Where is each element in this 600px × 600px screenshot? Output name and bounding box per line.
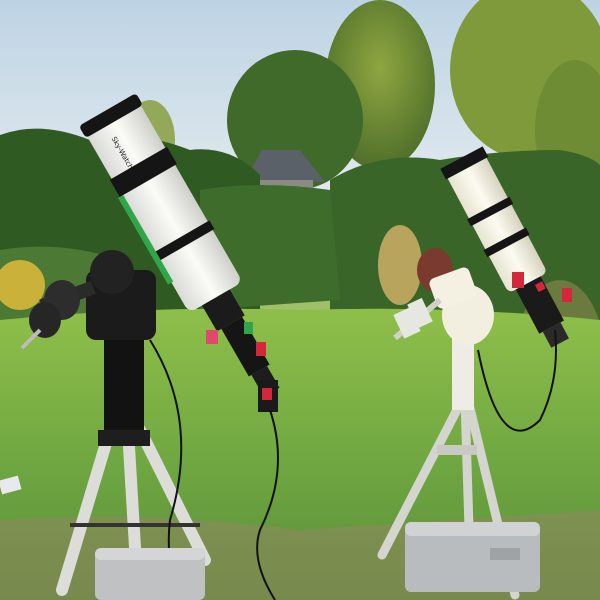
tripod-tray bbox=[437, 445, 477, 455]
red-accent-right-2 bbox=[562, 288, 572, 302]
red-accent-right bbox=[512, 272, 524, 288]
cable-right bbox=[477, 329, 557, 432]
mount-pier-right bbox=[452, 335, 474, 410]
pink-accent-left bbox=[206, 330, 218, 344]
grey-case-left bbox=[95, 548, 205, 600]
mount-pier-left bbox=[104, 330, 144, 440]
grey-case-right bbox=[405, 522, 540, 592]
green-accent-left bbox=[244, 322, 253, 334]
cable-left-2 bbox=[256, 409, 279, 600]
box-left-edge bbox=[0, 475, 22, 495]
refractor-telescope-right bbox=[440, 146, 569, 348]
equatorial-mount-black bbox=[20, 250, 156, 350]
right-telescope-rig bbox=[377, 146, 572, 600]
red-accent-left bbox=[256, 342, 266, 356]
left-telescope-rig: Sky-Watcher bbox=[20, 94, 280, 600]
refractor-telescope-left: Sky-Watcher bbox=[80, 94, 280, 397]
equatorial-mount-white bbox=[393, 267, 494, 345]
